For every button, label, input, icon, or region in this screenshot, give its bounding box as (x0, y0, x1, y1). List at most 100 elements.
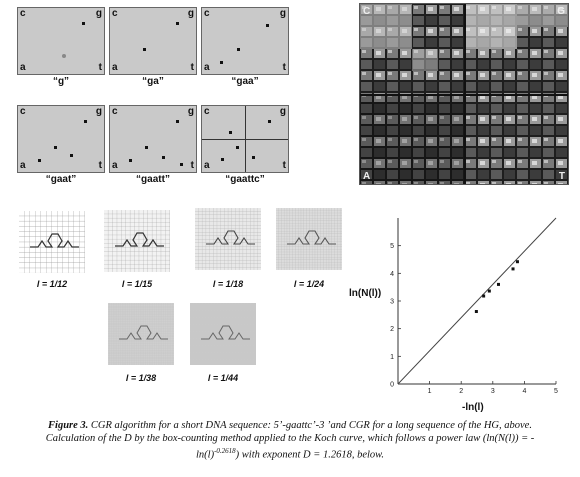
corner-g: g (279, 106, 286, 117)
x-tick-label: 5 (554, 388, 558, 395)
caption-text: CGR algorithm for a short DNA sequence: … (45, 420, 535, 461)
cgr-point (162, 156, 165, 159)
corner-a: a (204, 160, 210, 171)
corner-t: t (98, 62, 102, 73)
cgr-caption: “gaattc” (225, 174, 265, 185)
cgr-caption: “g” (52, 76, 70, 87)
cgr-point (220, 61, 223, 64)
y-tick-label: 3 (390, 299, 394, 306)
corner-c: c (204, 8, 210, 19)
corner-c: c (112, 8, 118, 19)
x-tick-label: 4 (522, 388, 526, 395)
figure-label: Figure 3. (48, 420, 89, 431)
cgr-point (145, 146, 148, 149)
corner-a: a (20, 62, 26, 73)
quadrant-line-horizontal (202, 139, 288, 140)
x-tick-label: 1 (428, 388, 432, 395)
y-tick-label: 5 (390, 243, 394, 250)
cgr-point (221, 158, 224, 161)
cgr-panel-gaa: c g a t (201, 7, 289, 75)
cgr-point (237, 48, 240, 51)
cgr-point (38, 159, 41, 162)
cgr-point (70, 154, 73, 157)
box-counting-plot: 1 2 3 4 5 0 1 2 3 4 5 (380, 212, 570, 412)
fit-line (397, 217, 557, 385)
cgr-point (129, 159, 132, 162)
x-tick-label: 2 (459, 388, 463, 395)
data-point (496, 282, 500, 286)
corner-g: g (95, 8, 102, 19)
cgr-panel-gaat: c g a t (17, 105, 105, 173)
cgr-point-start (62, 54, 66, 58)
cgr-point (84, 120, 87, 123)
cgr-point (229, 131, 232, 134)
corner-g: g (187, 8, 194, 19)
cgr-point (268, 120, 271, 123)
figure-caption: Figure 3. CGR algorithm for a short DNA … (30, 419, 550, 462)
koch-grid-1-18 (195, 208, 261, 270)
corner-t: t (282, 160, 286, 171)
human-genome-cgr-image: C G A T (359, 3, 569, 185)
cgr-caption: “gaatt” (136, 174, 170, 185)
cgr-point (82, 22, 85, 25)
cgr-point (236, 146, 239, 149)
corner-t: t (98, 160, 102, 171)
big-cgr-corner-c: C (363, 6, 371, 17)
koch-curve-image (190, 303, 256, 365)
cgr-caption: “ga” (142, 76, 164, 87)
koch-grid-1-24 (276, 208, 342, 270)
koch-grid-1-15 (104, 210, 170, 272)
koch-curve-image (195, 208, 261, 270)
cgr-point (54, 146, 57, 149)
corner-g: g (279, 8, 286, 19)
cgr-panel-ga: c g a t (109, 7, 197, 75)
caption-text-end: ) with exponent D = 1.2618, below. (235, 449, 384, 461)
cgr-point (143, 48, 146, 51)
cgr-caption: “gaat” (45, 174, 77, 185)
koch-label: l = 1/24 (293, 279, 325, 289)
data-point (515, 260, 519, 264)
corner-g: g (95, 106, 102, 117)
cgr-caption: “gaa” (231, 76, 259, 87)
koch-curve-image (104, 210, 170, 272)
corner-c: c (20, 106, 26, 117)
corner-t: t (190, 160, 194, 171)
data-point (511, 267, 515, 271)
corner-c: c (204, 106, 210, 117)
koch-label: l = 1/12 (36, 279, 68, 289)
caption-exponent: -0.2618 (214, 447, 236, 455)
cgr-panel-gaattc: c g a t (201, 105, 289, 173)
y-tick-label: 1 (390, 354, 394, 361)
cgr-point (176, 22, 179, 25)
koch-curve-image (19, 211, 85, 273)
corner-g: g (187, 106, 194, 117)
cgr-panel-g: c g a t (17, 7, 105, 75)
x-axis-label: -ln(l) (462, 402, 484, 413)
corner-t: t (190, 62, 194, 73)
koch-curve-image (276, 208, 342, 270)
y-tick-label: 4 (390, 271, 394, 278)
koch-label: l = 1/44 (207, 373, 239, 383)
cgr-panel-gaatt: c g a t (109, 105, 197, 173)
data-point (487, 289, 491, 293)
corner-a: a (204, 62, 210, 73)
y-tick-label: 2 (390, 326, 394, 333)
plot-svg: 1 2 3 4 5 0 1 2 3 4 5 (390, 217, 558, 395)
cgr-point (180, 163, 183, 166)
corner-a: a (112, 62, 118, 73)
koch-label: l = 1/15 (121, 279, 153, 289)
data-point (474, 310, 478, 314)
y-tick-label: 0 (390, 382, 394, 389)
cgr-point (252, 156, 255, 159)
big-cgr-corner-t: T (558, 171, 565, 182)
koch-label: l = 1/38 (125, 373, 157, 383)
corner-a: a (20, 160, 26, 171)
koch-label: l = 1/18 (212, 279, 244, 289)
koch-grid-1-12 (19, 211, 85, 273)
koch-grid-1-44 (190, 303, 256, 365)
corner-a: a (112, 160, 118, 171)
koch-grid-1-38 (108, 303, 174, 365)
big-cgr-corner-g: G (557, 6, 565, 17)
cgr-texture (360, 4, 568, 184)
x-tick-label: 3 (491, 388, 495, 395)
